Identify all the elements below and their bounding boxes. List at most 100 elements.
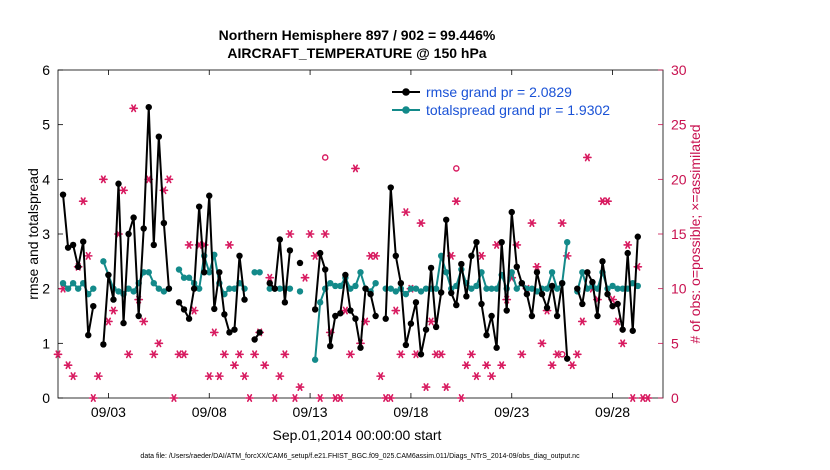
- rmse-point: [564, 355, 571, 362]
- totalspread-point: [352, 282, 359, 290]
- obs-assimilated-marker: [305, 230, 315, 238]
- obs-assimilated-marker: [472, 372, 481, 381]
- obs-assimilated-marker: [320, 230, 330, 238]
- obs-assimilated-marker: [68, 372, 78, 381]
- obs-assimilated-marker: [149, 350, 159, 359]
- obs-marker-stroke: [378, 372, 384, 381]
- obs-marker-stroke: [211, 328, 217, 337]
- rmse-point: [629, 327, 636, 334]
- totalspread-point: [145, 269, 152, 276]
- totalspread-point: [614, 285, 621, 292]
- rmse-point: [543, 304, 551, 311]
- totalspread-point: [579, 269, 586, 276]
- totalspread-point: [155, 285, 163, 292]
- obs-assimilated-marker: [391, 306, 401, 315]
- rmse-point: [271, 285, 278, 292]
- obs-marker-stroke: [645, 394, 651, 402]
- obs-marker-stroke: [539, 339, 545, 348]
- obs-assimilated-marker: [315, 394, 325, 402]
- y-axis-right: 0 5 10 15 20 25 30: [658, 62, 687, 406]
- obs-possible-marker: [452, 165, 460, 172]
- obs-marker-stroke: [337, 394, 343, 402]
- totalspread-point: [251, 269, 258, 276]
- obs-marker-stroke: [448, 251, 454, 260]
- totalspread-point: [150, 280, 157, 287]
- obs-assimilated-marker: [527, 219, 537, 227]
- obs-marker-stroke: [332, 394, 338, 402]
- rmse-point: [69, 241, 77, 249]
- rmse-point: [80, 238, 87, 245]
- rmse-point: [357, 344, 364, 351]
- obs-possible-marker: [321, 154, 329, 161]
- obs-assimilated-marker: [416, 219, 426, 227]
- obs-assimilated-marker: [421, 383, 431, 391]
- obs-marker-stroke: [241, 372, 248, 381]
- rmse-point: [503, 307, 510, 314]
- rmse-point: [206, 192, 213, 199]
- obs-marker-stroke: [95, 372, 101, 381]
- y-right-tick-label: 25: [671, 117, 687, 133]
- obs-marker-stroke: [418, 219, 424, 227]
- legend: rmse grand pr = 2.0829 totalspread grand…: [382, 82, 652, 122]
- obs-marker-stroke: [277, 372, 283, 381]
- y-right-tick-label: 15: [671, 226, 687, 242]
- obs-assimilated-marker: [547, 361, 557, 370]
- obs-marker-stroke: [156, 339, 162, 348]
- chart-title-line2: AIRCRAFT_TEMPERATURE @ 150 hPa: [227, 45, 486, 61]
- rmse-point: [518, 280, 526, 287]
- totalspread-point: [483, 285, 490, 292]
- obs-marker-stroke: [262, 361, 268, 370]
- rmse-point: [417, 351, 425, 358]
- obs-marker-stroke: [483, 361, 490, 370]
- obs-assimilated-marker: [300, 273, 310, 282]
- obs-marker-stroke: [60, 284, 66, 293]
- obs-assimilated-marker: [250, 350, 260, 359]
- rmse-point: [105, 271, 112, 279]
- obs-marker-stroke: [499, 361, 505, 370]
- rmse-point: [528, 312, 536, 320]
- totalspread-point: [553, 285, 561, 292]
- rmse-point: [407, 320, 415, 327]
- obs-assimilated-marker: [310, 251, 320, 260]
- x-tick-label: 09/18: [393, 404, 428, 420]
- obs-assimilated-marker: [376, 372, 386, 381]
- obs-marker-stroke: [398, 350, 404, 359]
- obs-marker-stroke: [599, 197, 606, 206]
- obs-marker-stroke: [393, 306, 399, 315]
- obs-assimilated-marker: [290, 394, 300, 402]
- totalspread-point: [316, 299, 324, 306]
- obs-assimilated-marker: [643, 394, 653, 402]
- rmse-point: [342, 271, 349, 279]
- obs-assimilated-marker: [582, 153, 592, 162]
- obs-marker-stroke: [312, 251, 318, 260]
- chart-title-line1: Northern Hemisphere 897 / 902 = 99.446%: [219, 27, 496, 43]
- obs-marker-stroke: [488, 372, 495, 381]
- totalspread-point: [185, 274, 193, 281]
- rmse-point: [589, 278, 596, 286]
- obs-marker-stroke: [90, 394, 96, 402]
- rmse-point: [145, 103, 152, 111]
- obs-marker-stroke: [640, 394, 646, 402]
- y-axis-right-label: # of obs: o=possible; ×=assimilated: [687, 124, 703, 343]
- obs-assimilated-marker: [482, 361, 491, 370]
- rmse-point: [579, 300, 586, 308]
- obs-assimilated-marker: [335, 394, 345, 402]
- obs-assimilated-marker: [265, 273, 275, 282]
- totalspread-point: [130, 288, 137, 295]
- obs-possible-marker: [558, 350, 566, 358]
- obs-assimilated-marker: [492, 241, 502, 249]
- obs-marker-stroke: [105, 317, 112, 326]
- totalspread-point: [226, 285, 233, 292]
- obs-assimilated-marker: [275, 372, 285, 381]
- obs-assimilated-marker: [451, 197, 461, 206]
- totalspread-point: [296, 288, 304, 295]
- obs-marker-stroke: [529, 219, 535, 227]
- rmse-point: [422, 326, 430, 333]
- obs-assimilated-marker: [618, 339, 628, 348]
- rmse-point: [498, 239, 505, 246]
- totalspread-point: [206, 269, 213, 276]
- totalspread-point: [548, 269, 556, 276]
- y-axis-label: rmse and totalspread: [25, 168, 41, 300]
- obs-assimilated-marker: [577, 317, 587, 326]
- y-tick-label: 4: [42, 171, 50, 187]
